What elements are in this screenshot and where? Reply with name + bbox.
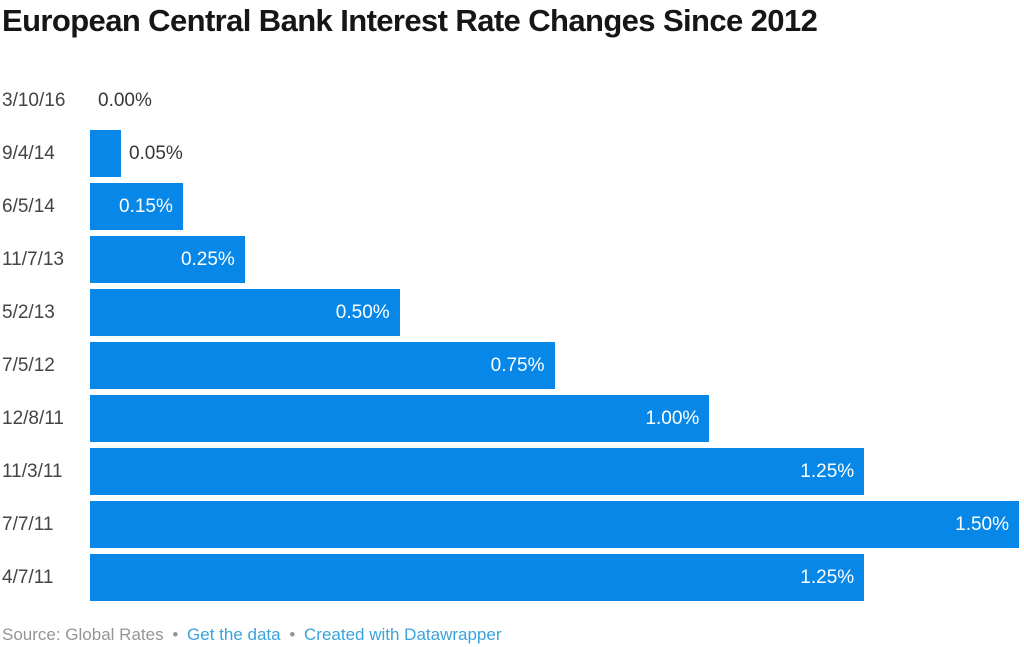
value-label: 1.50% [955,513,1009,535]
value-label: 1.25% [800,460,855,482]
category-label: 12/8/11 [2,407,64,429]
bar: 0.75% [90,342,555,389]
bar [90,130,121,177]
bar: 1.00% [90,395,710,442]
value-label: 0.05% [128,142,183,164]
value-label: 1.00% [645,407,700,429]
chart-title: European Central Bank Interest Rate Chan… [2,3,818,38]
value-label: 0.50% [335,301,390,323]
source-label: Source: Global Rates [2,625,164,644]
value-label: 0.75% [490,354,545,376]
get-the-data-link[interactable]: Get the data [187,625,281,644]
bar: 1.25% [90,448,865,495]
chart-row: 5/2/13 0.50% [0,286,1019,339]
bar: 0.50% [90,289,400,336]
datawrapper-credit-link[interactable]: Created with Datawrapper [304,625,502,644]
category-label: 3/10/16 [2,89,66,111]
category-label: 11/7/13 [2,248,64,270]
value-label: 0.15% [119,195,173,217]
bar: 0.15% [90,183,183,230]
chart-row: 7/7/11 1.50% [0,498,1019,551]
category-label: 11/3/11 [2,460,63,482]
bar-chart: 3/10/16 0.00% 9/4/14 0.05% 6/5/14 0.15% 11/7/1… [0,74,1019,604]
category-label: 4/7/11 [2,566,54,588]
bar-track: 0.05% [90,130,1019,177]
category-label: 7/7/11 [2,513,54,535]
bar: 1.25% [90,554,865,601]
bar-track: 0.25% [90,236,1019,283]
bar-track: 0.15% [90,183,1019,230]
bar-track: 1.25% [90,448,1019,495]
category-label: 7/5/12 [2,354,55,376]
chart-row: 4/7/11 1.25% [0,551,1019,604]
bar-track: 1.25% [90,554,1019,601]
value-label: 0.00% [98,89,152,111]
bar-track: 0.50% [90,289,1019,336]
chart-row: 9/4/14 0.05% [0,127,1019,180]
chart-row: 11/7/13 0.25% [0,233,1019,286]
separator-dot: • [289,625,296,644]
bar-track: 0.00% [90,77,1019,124]
value-label: 0.25% [180,248,235,270]
bar: 0.25% [90,236,245,283]
chart-row: 6/5/14 0.15% [0,180,1019,233]
chart-row: 11/3/11 1.25% [0,445,1019,498]
chart-row: 7/5/12 0.75% [0,339,1019,392]
chart-row: 12/8/11 1.00% [0,392,1019,445]
value-label: 1.25% [800,566,855,588]
bar-track: 0.75% [90,342,1019,389]
category-label: 5/2/13 [2,301,55,323]
category-label: 9/4/14 [2,142,55,164]
category-label: 6/5/14 [2,195,55,217]
bar-track: 1.00% [90,395,1019,442]
bar: 1.50% [90,501,1019,548]
chart-row: 3/10/16 0.00% [0,74,1019,127]
bar-track: 1.50% [90,501,1019,548]
separator-dot: • [172,625,179,644]
chart-footer: Source: Global Rates • Get the data • Cr… [2,625,502,645]
